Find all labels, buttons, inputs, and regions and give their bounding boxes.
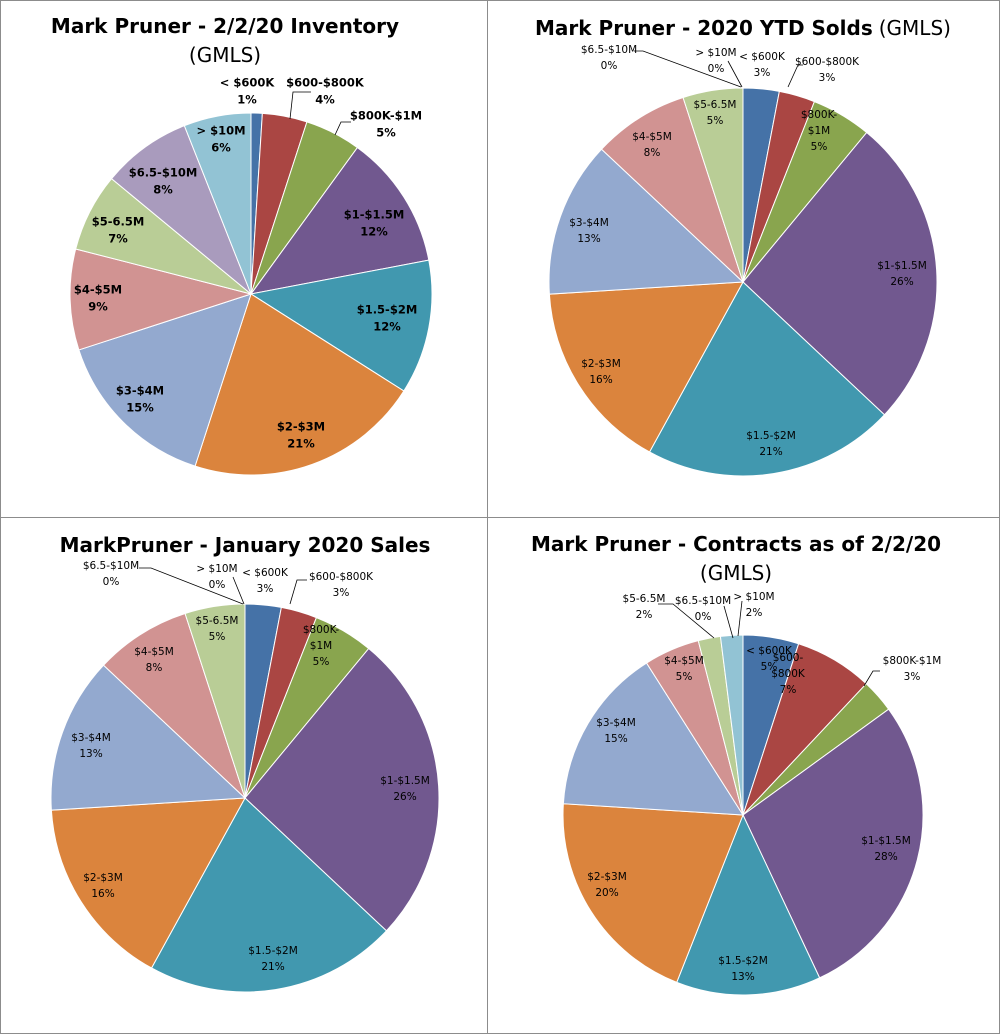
chart-title-suffix: (GMLS) — [879, 16, 951, 40]
inventory-pie-panel: Mark Pruner - 2/2/20 Inventory (GMLS) < … — [0, 0, 488, 518]
label-leader-line — [634, 50, 742, 88]
slice-label-4to5m: $4-$5M 8% — [632, 131, 672, 159]
pie-slice-2to3m — [562, 803, 744, 984]
slice-label-15to2m: $1.5-$2M 12% — [357, 303, 418, 334]
label-leader-line — [737, 600, 743, 637]
pie-slice-5to65m — [682, 87, 744, 283]
chart-subtitle: (GMLS) — [189, 43, 261, 67]
contracts-pie-chart: Mark Pruner - Contracts as of 2/2/20 (GM… — [531, 532, 942, 996]
label-leader-line — [334, 121, 351, 136]
slice-label-800kto1m: $800K-$1M 3% — [883, 655, 942, 683]
slice-label-15to2m: $1.5-$2M 13% — [718, 955, 768, 983]
slice-label-15to2m: $1.5-$2M 21% — [746, 430, 796, 458]
label-leader-line — [289, 579, 307, 605]
chart-title: Mark Pruner - 2020 YTD Solds — [535, 16, 873, 40]
pie-slice-15to2m — [249, 259, 433, 392]
pie-slice-1to15m — [742, 708, 924, 979]
label-leader-line — [723, 605, 734, 639]
label-leader-line — [139, 567, 244, 605]
january-sales-pie-panel: MarkPruner - January 2020 Sales < $600K 3… — [0, 517, 488, 1034]
pie-slice-65to10m — [110, 125, 252, 295]
pie-slice-5to65m — [184, 603, 246, 799]
slice-label-4to5m: $4-$5M 8% — [134, 646, 174, 674]
ytd-solds-pie-panel: Mark Pruner - 2020 YTD Solds (GMLS) < $60… — [487, 0, 1000, 518]
slice-label-5to65m: $5-6.5M 2% — [623, 593, 666, 621]
slice-label-2to3m: $2-$3M 21% — [277, 420, 325, 451]
ytd-solds-pie-chart: Mark Pruner - 2020 YTD Solds (GMLS) < $60… — [535, 16, 951, 477]
slice-label-gt10m: > $10M 2% — [733, 591, 774, 619]
slice-label-1to15m: $1-$1.5M 28% — [861, 835, 911, 863]
slice-label-2to3m: $2-$3M 16% — [83, 872, 123, 900]
slice-label-lt600k: < $600K 3% — [242, 567, 289, 595]
slice-label-4to5m: $4-$5M 9% — [74, 283, 122, 314]
label-leader-line — [232, 576, 245, 605]
slice-label-1to15m: $1-$1.5M 26% — [877, 260, 927, 288]
slice-label-600to800k: $600-$800K 7% — [771, 652, 806, 696]
slice-label-15to2m: $1.5-$2M 21% — [248, 945, 298, 973]
pie-slice-3to4m — [50, 664, 247, 811]
slice-label-800kto1m: $800K-$1M 5% — [303, 624, 340, 668]
slice-label-600to800k: $600-$800K 3% — [309, 571, 374, 599]
label-leader-line — [863, 670, 880, 687]
pie-slice-3to4m — [562, 662, 744, 816]
slice-label-600to800k: $600-$800K 3% — [795, 56, 860, 84]
slice-label-1to15m: $1-$1.5M 26% — [380, 775, 430, 803]
pie-slice-gt10m — [183, 112, 252, 295]
slice-label-5to65m: $5-6.5M 7% — [92, 215, 145, 246]
chart-title: MarkPruner - January 2020 Sales — [60, 533, 431, 557]
slice-label-3to4m: $3-$4M 13% — [569, 217, 609, 245]
pie-slice-1to15m — [249, 146, 430, 295]
slice-label-65to10m: $6.5-$10M 8% — [129, 166, 198, 197]
slice-label-3to4m: $3-$4M 15% — [116, 384, 164, 415]
chart-subtitle: (GMLS) — [700, 561, 772, 585]
pie-slice-3to4m — [548, 148, 745, 295]
slice-label-lt600k: < $600K 5% — [746, 645, 793, 673]
slice-label-gt10m: > $10M 0% — [695, 47, 736, 75]
inventory-pie-chart: Mark Pruner - 2/2/20 Inventory (GMLS) < … — [51, 14, 433, 476]
chart-title-line: Mark Pruner - 2020 YTD Solds (GMLS) — [535, 16, 951, 40]
slice-label-5to65m: $5-6.5M 5% — [196, 615, 239, 643]
slice-label-gt10m: > $10M 6% — [196, 124, 245, 155]
label-leader-line — [727, 60, 743, 88]
pie-slice-2to3m — [194, 293, 405, 476]
pie-slice-15to2m — [150, 797, 388, 993]
january-sales-pie-chart: MarkPruner - January 2020 Sales < $600K 3… — [50, 533, 440, 993]
slice-label-5to65m: $5-6.5M 5% — [694, 99, 737, 127]
slice-label-800kto1m: $800K-$1M 5% — [801, 109, 838, 153]
slice-label-65to10m: $6.5-$10M 0% — [581, 44, 637, 72]
chart-title: Mark Pruner - 2/2/20 Inventory — [51, 14, 399, 38]
pie-slice-1to15m — [742, 131, 938, 416]
pie-slice-3to4m — [78, 293, 252, 467]
pie-slice-2to3m — [50, 797, 246, 969]
label-leader-line — [289, 91, 311, 120]
slice-label-gt10m: > $10M 0% — [196, 563, 237, 591]
slice-label-800kto1m: $800K-$1M 5% — [350, 109, 422, 140]
pie-slice-1to15m — [244, 647, 440, 932]
pie-slice-15to2m — [648, 281, 886, 477]
pie-slice-4to5m — [102, 612, 246, 799]
slice-label-lt600k: < $600K 3% — [739, 51, 786, 79]
slice-label-600to800k: $600-$800K 4% — [286, 76, 365, 107]
pie-slice-4to5m — [69, 248, 253, 351]
pie-slice-2to3m — [548, 281, 744, 453]
contracts-pie-panel: Mark Pruner - Contracts as of 2/2/20 (GM… — [487, 517, 1000, 1034]
chart-title: Mark Pruner - Contracts as of 2/2/20 — [531, 532, 941, 556]
slice-label-2to3m: $2-$3M 16% — [581, 358, 621, 386]
pie-slice-gt10m — [719, 634, 744, 816]
label-leader-line — [658, 603, 715, 639]
slice-label-65to10m: $6.5-$10M 0% — [83, 560, 139, 588]
pie-slice-15to2m — [676, 813, 821, 996]
slice-label-2to3m: $2-$3M 20% — [587, 871, 627, 899]
pie-slice-4to5m — [600, 96, 744, 283]
label-leader-line — [787, 64, 803, 88]
slice-label-4to5m: $4-$5M 5% — [664, 655, 704, 683]
slice-label-65to10m: $6.5-$10M 0% — [675, 595, 731, 623]
slice-label-lt600k: < $600K 1% — [220, 76, 276, 107]
slice-label-3to4m: $3-$4M 13% — [71, 732, 111, 760]
slice-label-3to4m: $3-$4M 15% — [596, 717, 636, 745]
slice-label-1to15m: $1-$1.5M 12% — [344, 208, 405, 239]
